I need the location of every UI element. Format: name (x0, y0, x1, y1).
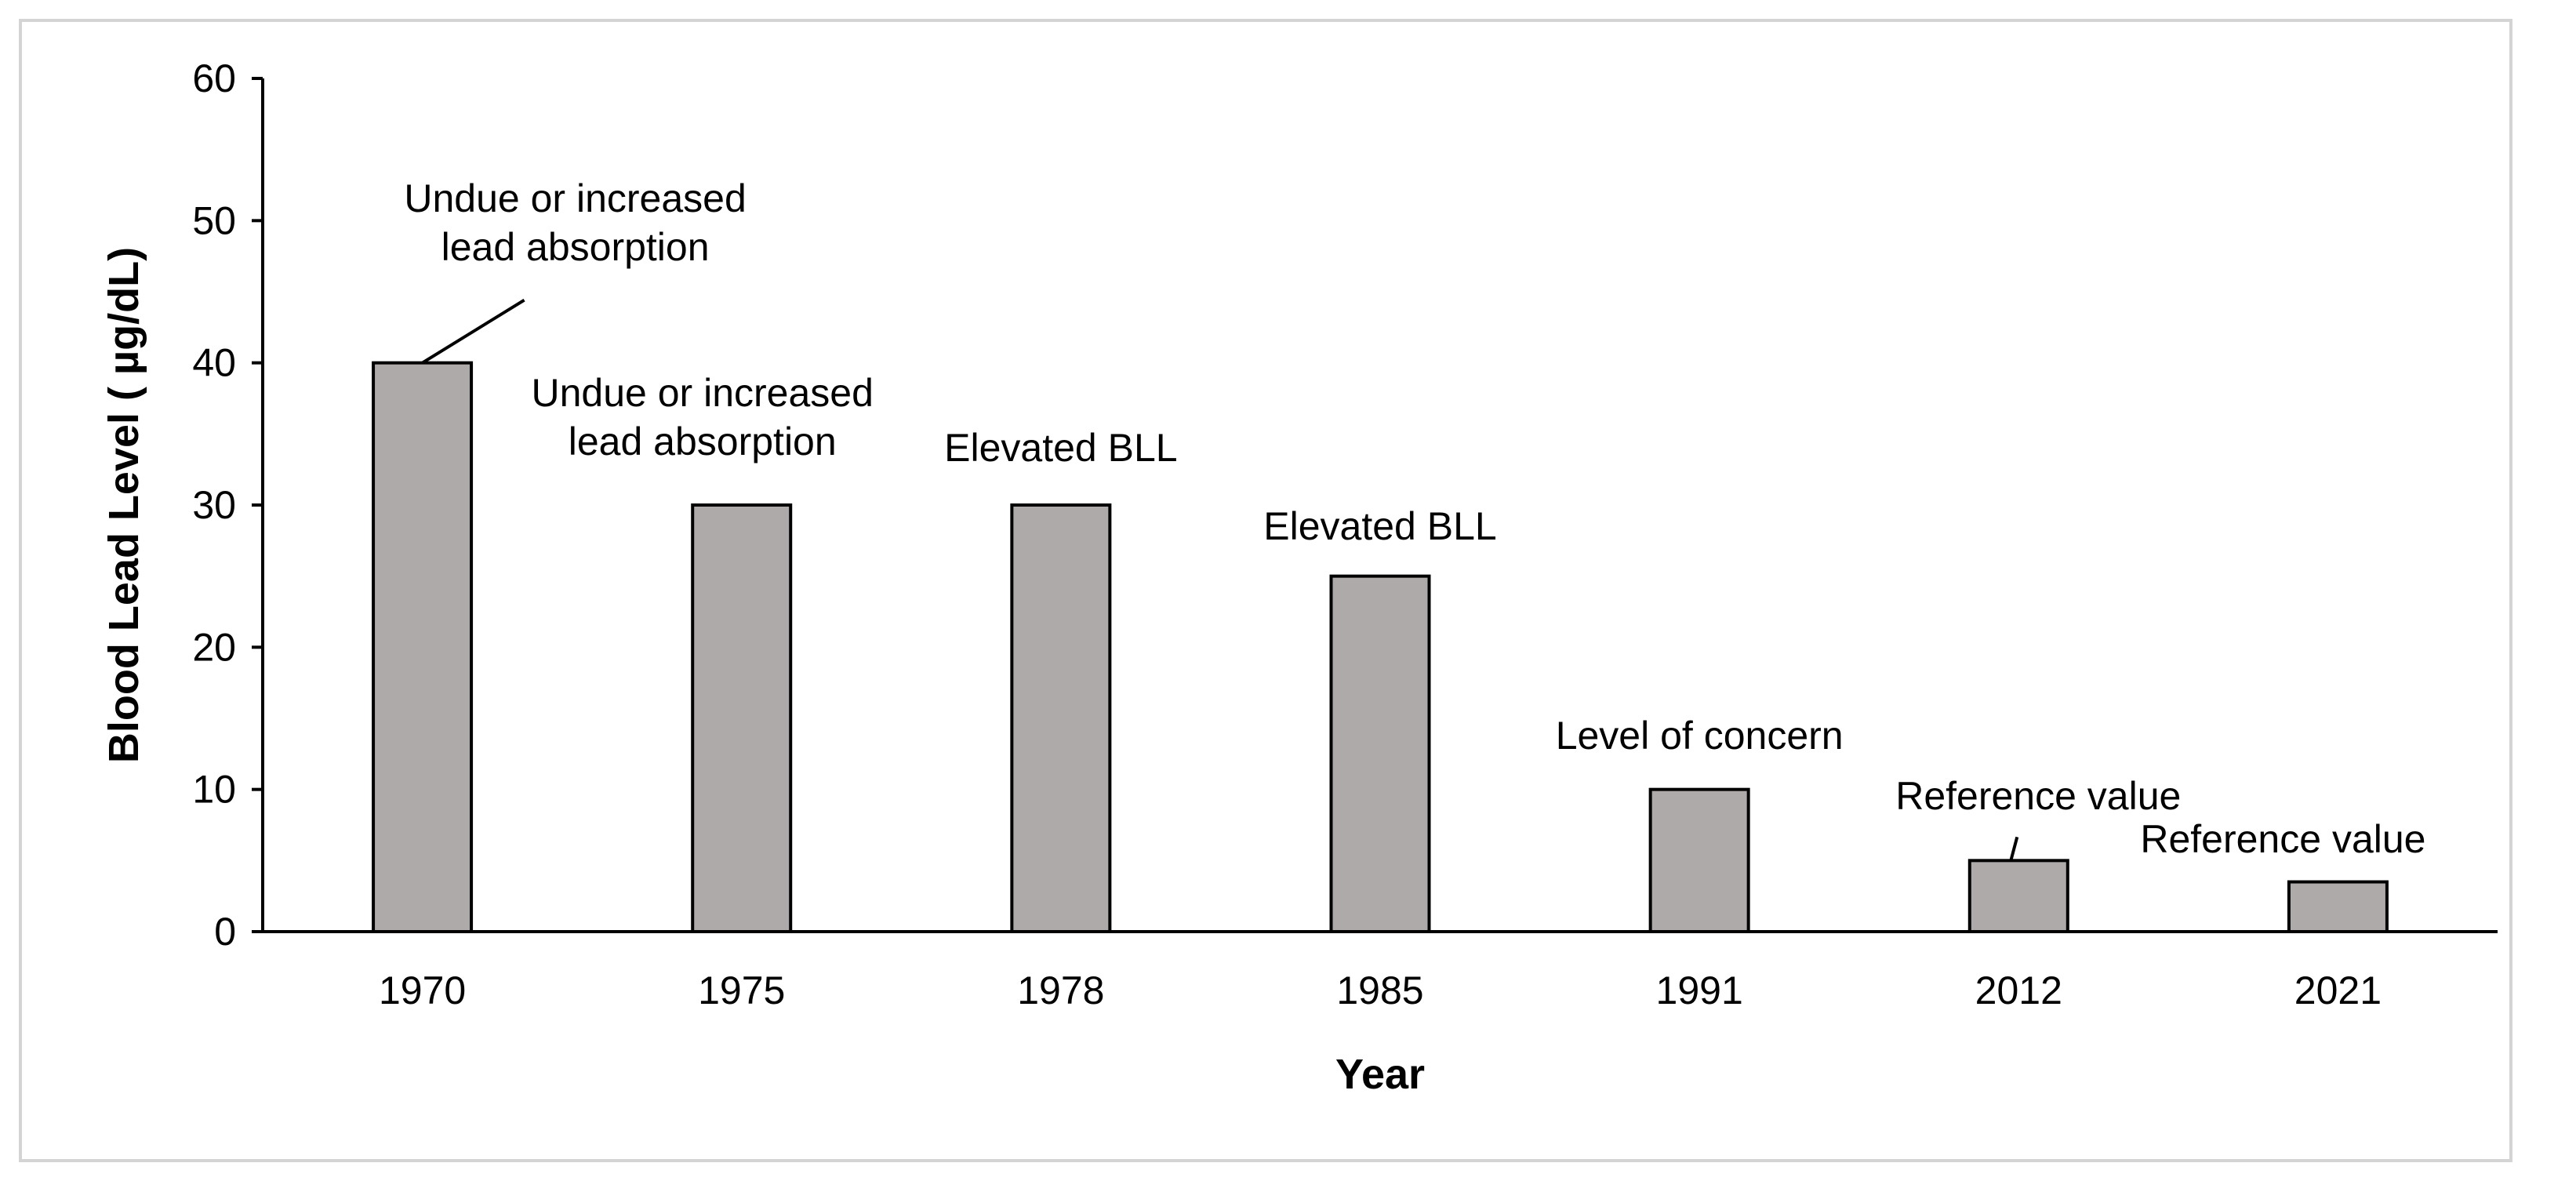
x-axis-title: Year (1335, 1051, 1425, 1098)
annotation-label: Elevated BLL (944, 426, 1177, 470)
x-tick-label: 1975 (698, 968, 785, 1012)
annotation-label: lead absorption (441, 225, 710, 269)
annotation-label: Elevated BLL (1263, 504, 1496, 548)
y-tick-label: 30 (192, 483, 236, 527)
x-tick-label: 2021 (2294, 968, 2382, 1012)
annotation-leader-line (421, 298, 525, 365)
bar-1991 (1648, 787, 1750, 934)
bar-2012 (1967, 859, 2069, 934)
bar-1970 (372, 361, 474, 933)
annotation-label: Level of concern (1556, 714, 1844, 758)
bar-1978 (1010, 503, 1112, 933)
x-tick-label: 1985 (1336, 968, 1423, 1012)
y-tick-label: 50 (192, 198, 236, 242)
y-tick-label: 10 (192, 768, 236, 812)
x-tick-label: 1978 (1017, 968, 1104, 1012)
y-axis-ticks: 0 10 20 30 40 50 60 (192, 56, 263, 954)
y-tick-label: 20 (192, 625, 236, 669)
y-tick-label: 0 (214, 910, 236, 954)
annotation-leader-line (2009, 836, 2019, 861)
annotations: Undue or increased lead absorption Undue o… (404, 176, 2425, 861)
x-tick-label: 1991 (1656, 968, 1743, 1012)
bar-2021 (2287, 880, 2389, 933)
y-tick-label: 40 (192, 341, 236, 385)
y-axis-title: Blood Lead Level ( µg/dL) (100, 247, 147, 763)
annotation-label: Reference value (2140, 817, 2425, 861)
bar-1975 (691, 503, 793, 933)
annotation-label: lead absorption (569, 420, 837, 463)
y-tick-label: 60 (192, 56, 236, 100)
x-tick-label: 2012 (1975, 968, 2062, 1012)
annotation-label: Reference value (1895, 774, 2181, 818)
bar-1985 (1329, 574, 1431, 934)
bars (372, 361, 2389, 934)
annotation-label: Undue or increased (532, 371, 874, 415)
x-axis-ticks: 1970 1975 1978 1985 1991 2012 2021 (379, 968, 2382, 1012)
annotation-label: Undue or increased (404, 176, 746, 220)
x-tick-label: 1970 (379, 968, 466, 1012)
